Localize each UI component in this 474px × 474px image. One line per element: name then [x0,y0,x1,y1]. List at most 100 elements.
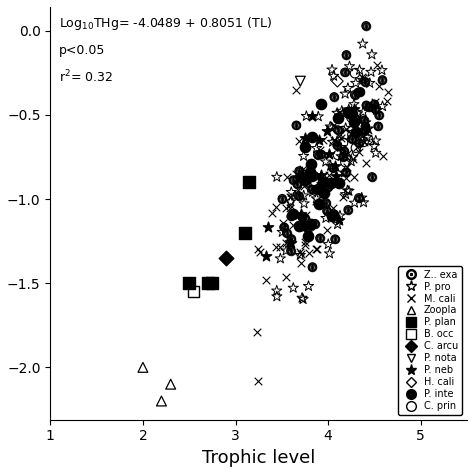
Point [308,186,316,193]
Point [279,219,286,227]
Point [342,174,350,182]
Point [365,103,373,110]
Point [359,76,366,84]
Point [320,189,328,196]
Point [301,182,308,190]
Point [374,62,381,69]
Point [316,201,323,208]
Point [323,226,331,234]
Point [301,242,309,249]
Point [339,153,347,160]
Point [335,179,343,187]
Point [337,135,344,142]
Point [348,135,356,143]
Point [335,109,342,117]
Point [355,194,363,201]
Point [327,123,334,130]
Point [335,216,343,224]
Point [308,133,316,141]
Point [327,178,335,186]
Point [293,180,301,188]
Point [317,199,324,206]
Point [371,100,378,108]
Point [329,138,337,146]
Point [330,93,338,100]
Point [167,381,174,388]
Point [308,186,316,193]
Point [365,125,372,133]
Point [289,210,296,218]
Point [298,213,306,221]
Point [283,247,290,255]
Point [348,131,356,138]
Point [352,128,359,136]
Point [338,107,346,115]
Point [311,220,319,228]
Point [322,199,330,207]
Point [360,138,367,146]
Point [273,293,281,301]
Point [374,122,382,130]
Point [295,137,303,145]
Point [360,117,368,124]
Point [337,153,345,160]
Point [204,279,211,287]
Point [352,115,359,122]
Point [334,126,341,134]
Point [330,121,338,128]
Point [350,100,358,108]
Point [292,86,300,94]
Point [254,246,261,253]
Point [292,121,300,129]
Point [344,206,352,213]
Point [362,78,369,85]
Point [359,73,366,81]
Point [352,79,360,87]
Point [323,207,331,215]
Point [329,164,337,172]
Point [366,79,374,87]
Point [295,167,303,175]
Point [331,235,339,243]
Point [344,84,352,92]
Point [283,229,291,237]
Point [346,63,353,70]
Point [351,199,358,207]
Point [365,103,373,110]
Point [305,283,312,290]
Point [322,214,330,222]
Point [311,220,319,228]
Point [297,173,305,181]
Point [295,222,302,230]
Point [316,234,324,242]
X-axis label: Trophic level: Trophic level [202,449,315,467]
Legend: Z.. exa, P. pro, M. cali, Zoopla, P. plan, B. occ, C. arcu, P. nota, P. neb, H. : Z.. exa, P. pro, M. cali, Zoopla, P. pla… [398,266,462,415]
Point [339,153,347,160]
Point [315,137,323,144]
Point [295,192,302,200]
Point [330,210,338,218]
Point [299,179,307,186]
Point [371,142,378,150]
Point [209,279,216,287]
Point [368,173,376,181]
Point [310,172,318,180]
Point [334,126,341,134]
Point [185,279,193,287]
Point [308,173,315,181]
Point [340,147,348,155]
Point [341,169,348,176]
Point [272,203,280,211]
Point [342,124,349,132]
Point [342,169,349,176]
Point [282,273,290,281]
Point [340,147,348,155]
Point [365,136,372,143]
Point [296,251,304,259]
Point [297,251,304,258]
Point [330,136,338,144]
Point [309,263,316,271]
Point [358,128,365,136]
Point [363,101,370,109]
Point [314,245,321,253]
